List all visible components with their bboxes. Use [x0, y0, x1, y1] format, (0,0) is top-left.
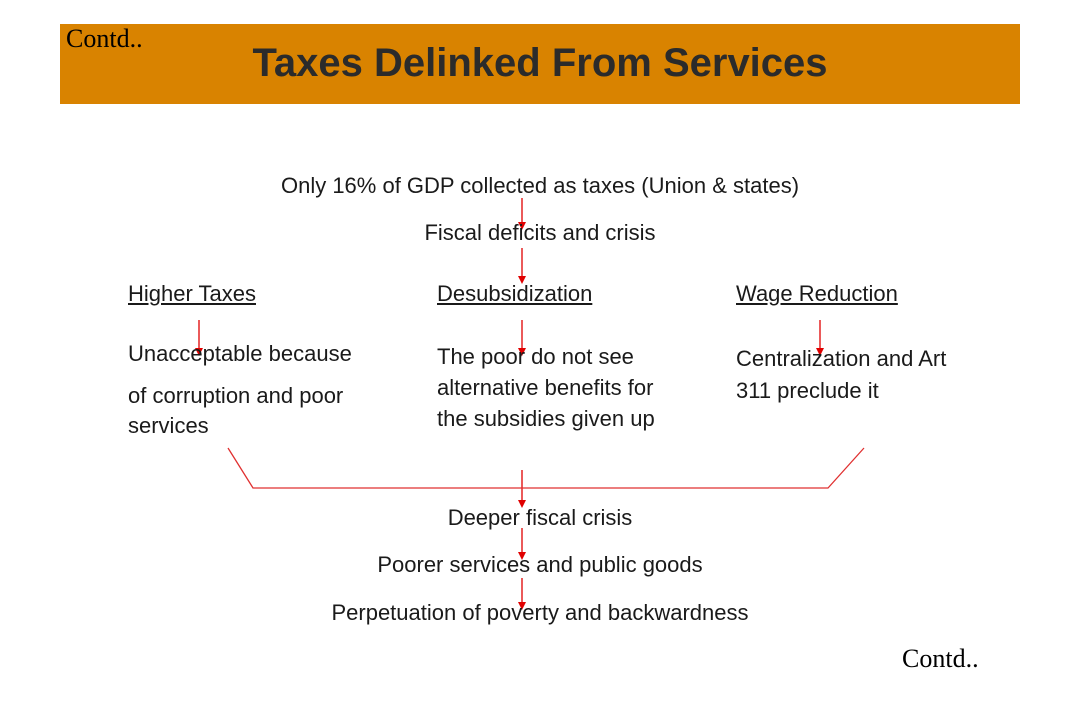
branch-text-line: of corruption and poor [128, 383, 344, 408]
flow-step-deeper-crisis: Deeper fiscal crisis [447, 505, 633, 530]
branch-text-line: services [128, 413, 209, 438]
branch-heading: Wage Reduction [736, 281, 898, 306]
title-bar: Contd.. Taxes Delinked From Services [60, 24, 1020, 104]
branch-heading: Desubsidization [437, 281, 593, 306]
flow-step-fiscal-deficits: Fiscal deficits and crisis [424, 220, 656, 245]
branch-text-line: Centralization and Art [736, 346, 947, 371]
branch-text-line: alternative benefits for [437, 375, 654, 400]
branch-text-line: 311 preclude it [736, 378, 879, 403]
merge-bracket [227, 447, 865, 489]
branch-text-line: the subsidies given up [437, 406, 655, 431]
contd-label-bottom: Contd.. [902, 644, 979, 673]
branch-text-line: The poor do not see [437, 344, 634, 369]
contd-label-top: Contd.. [66, 24, 143, 53]
branch-text-line: Unacceptable because [128, 341, 352, 366]
branch-desubsidization: Desubsidization The poor do not see alte… [437, 281, 655, 434]
slide-title: Taxes Delinked From Services [252, 41, 828, 85]
flow-step-gdp-taxes: Only 16% of GDP collected as taxes (Unio… [280, 173, 800, 198]
branch-wage-reduction: Wage Reduction Centralization and Art 31… [736, 281, 946, 407]
branch-heading: Higher Taxes [128, 281, 256, 306]
flow-step-poorer-services: Poorer services and public goods [377, 552, 703, 577]
branch-higher-taxes: Higher Taxes Unacceptable because of cor… [128, 281, 352, 441]
flow-step-perpetuation: Perpetuation of poverty and backwardness [331, 600, 749, 625]
